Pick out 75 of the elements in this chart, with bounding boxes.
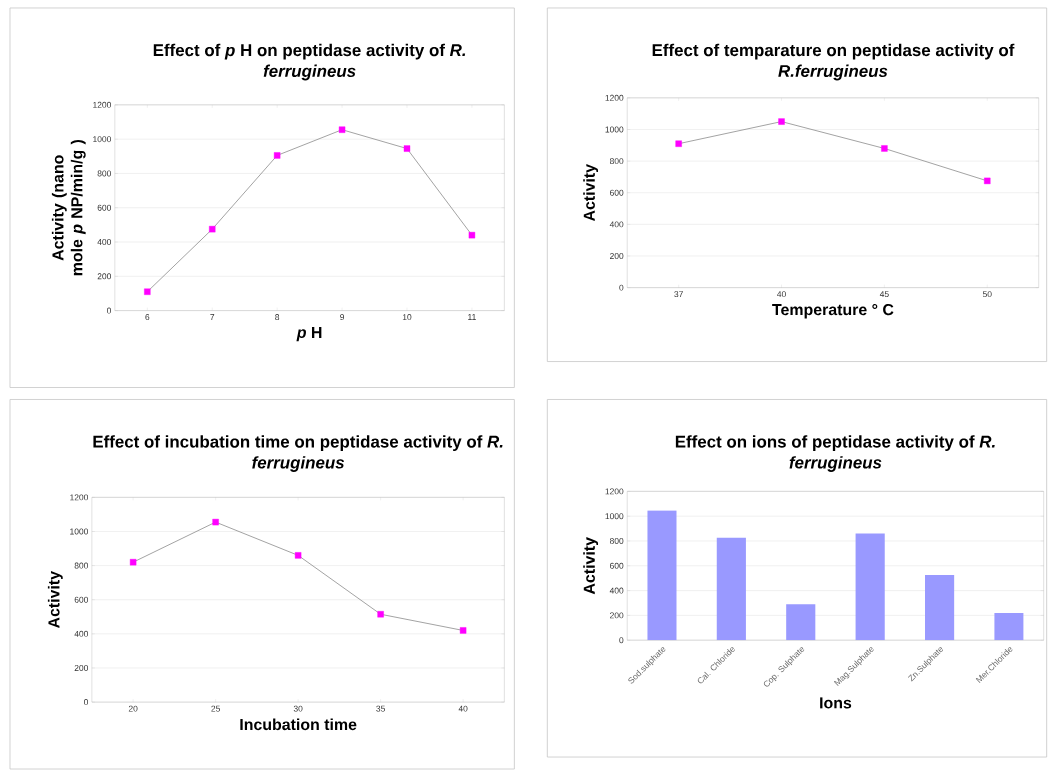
y-tick-label: 0 <box>619 637 624 644</box>
y-tick-label: 600 <box>74 596 89 603</box>
y-tick-label: 200 <box>97 273 111 280</box>
bar <box>786 604 816 641</box>
y-tick-label: 800 <box>609 158 624 165</box>
y-tick-label: 1200 <box>93 101 111 108</box>
x-tick-label: 37 <box>674 291 683 298</box>
x-tick-label: 30 <box>293 705 303 712</box>
y-tick-label: 1000 <box>93 136 111 143</box>
point <box>881 145 888 152</box>
x-tick-label: 40 <box>458 705 468 712</box>
y-axis-title: Activity <box>583 164 599 222</box>
y-tick-label: 1000 <box>70 528 89 535</box>
point <box>338 126 346 133</box>
y-tick-label: 400 <box>609 221 624 228</box>
x-axis-title: Incubation time <box>240 718 357 731</box>
y-tick-label: 1200 <box>70 494 89 501</box>
point <box>403 145 411 152</box>
x-axis-title: Ions <box>820 697 852 709</box>
bar <box>647 510 677 641</box>
y-tick-label: 0 <box>106 307 112 314</box>
bar <box>716 537 746 641</box>
chart-title: Effect on ions of peptidase activity of R. ferrugineus <box>675 435 995 472</box>
x-tick-label: 50 <box>982 291 992 298</box>
x-tick-label: 45 <box>879 291 889 298</box>
x-tick-label: 7 <box>210 314 215 320</box>
y-tick-label: 1000 <box>605 126 624 133</box>
x-tick-label: 9 <box>340 314 345 321</box>
y-axis-title: Activity <box>583 537 599 595</box>
point <box>675 140 682 147</box>
point <box>377 611 384 618</box>
x-axis-title: p H <box>296 326 322 342</box>
x-tick-label: 40 <box>777 291 786 298</box>
point <box>129 559 137 566</box>
point <box>459 627 467 634</box>
y-tick-label: 0 <box>83 699 89 706</box>
point <box>294 552 302 559</box>
point <box>984 177 991 185</box>
y-tick-label: 1000 <box>605 513 624 520</box>
y-tick-label: 400 <box>609 587 624 594</box>
x-axis-title: Temperature ° C <box>772 303 894 319</box>
chart-title: Effect of p H on peptidase activity of R. ferrugineus <box>153 43 466 81</box>
x-tick-label: 35 <box>376 705 385 712</box>
x-tick-label: 10 <box>402 314 412 321</box>
chart-title: Effect of incubation time on peptidase activity of R. ferrugineus <box>93 435 503 472</box>
y-tick-label: 600 <box>97 204 111 211</box>
point <box>778 118 785 125</box>
point <box>273 152 281 159</box>
y-axis-title: Activity <box>47 571 63 629</box>
y-tick-label: 800 <box>97 170 111 177</box>
y-tick-label: 200 <box>610 612 624 619</box>
bar <box>855 533 885 641</box>
y-tick-label: 0 <box>619 284 624 291</box>
y-tick-label: 800 <box>609 537 624 544</box>
y-tick-label: 600 <box>610 562 624 569</box>
y-tick-label: 1200 <box>605 488 624 495</box>
x-tick-label: 6 <box>145 314 150 321</box>
y-tick-label: 200 <box>610 253 624 259</box>
bar <box>994 612 1024 641</box>
y-tick-label: 400 <box>97 239 111 245</box>
point <box>144 288 151 295</box>
x-tick-label: 11 <box>468 314 476 320</box>
x-tick-label: 25 <box>211 705 220 712</box>
point <box>468 231 476 239</box>
y-tick-label: 400 <box>74 630 89 637</box>
y-tick-label: 1200 <box>605 94 624 101</box>
point <box>209 225 216 233</box>
point <box>212 518 219 526</box>
x-tick-label: 8 <box>275 314 280 321</box>
chart-title: Effect of temparature on peptidase activity of R.ferrugineus <box>652 43 1015 81</box>
y-tick-label: 600 <box>610 189 624 196</box>
x-tick-label: 20 <box>128 705 138 712</box>
bar <box>925 575 955 641</box>
y-tick-label: 200 <box>74 665 89 671</box>
y-tick-label: 800 <box>74 562 89 569</box>
